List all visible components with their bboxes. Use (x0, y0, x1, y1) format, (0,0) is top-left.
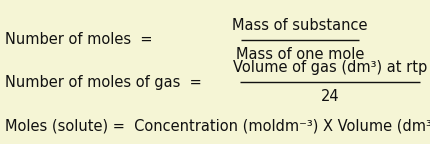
Text: 24: 24 (320, 89, 338, 104)
Text: Mass of one mole: Mass of one mole (235, 47, 363, 62)
Text: Number of moles  =: Number of moles = (5, 33, 152, 48)
Text: Volume of gas (dm³) at rtp: Volume of gas (dm³) at rtp (232, 60, 426, 75)
Text: Number of moles of gas  =: Number of moles of gas = (5, 74, 201, 90)
Text: Moles (solute) =  Concentration (moldm⁻³) X Volume (dm³): Moles (solute) = Concentration (moldm⁻³)… (5, 119, 430, 133)
Text: Mass of substance: Mass of substance (232, 18, 367, 33)
